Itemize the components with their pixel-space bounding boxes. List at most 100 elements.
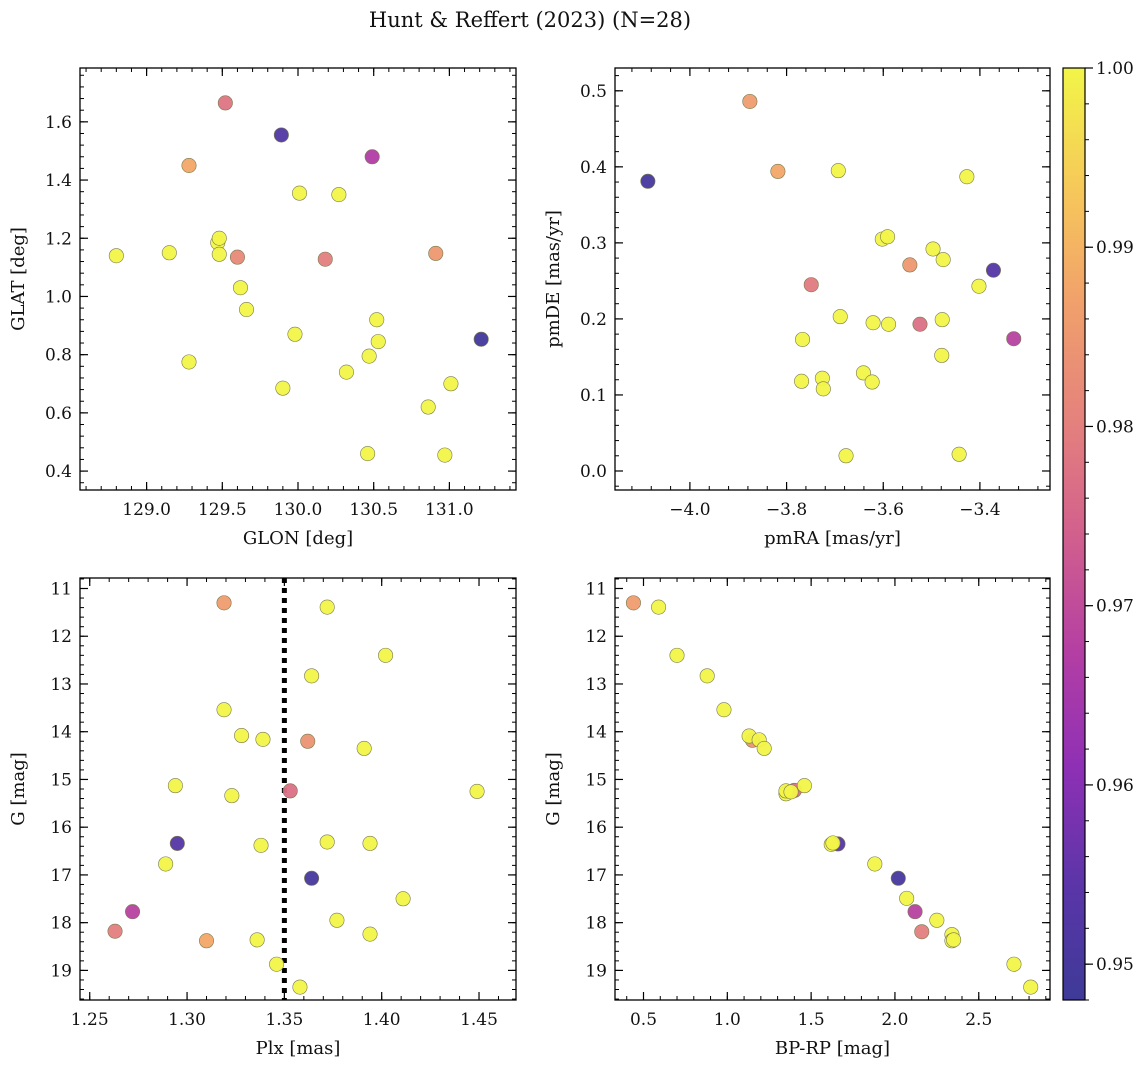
x-tick-label: 1.30 xyxy=(168,1010,206,1030)
data-point xyxy=(902,257,918,273)
x-tick-label: −4.0 xyxy=(669,500,710,520)
plot-frame xyxy=(614,577,1051,1001)
y-axis-label: G [mag] xyxy=(8,752,29,825)
x-tick-label: 131.0 xyxy=(425,500,474,520)
y-axis-label: G [mag] xyxy=(543,752,564,825)
panel-bprp-g: 0.5 1.0 1.5 2.0 2.5 11 12 13 14 15 16 17 18 19 BP-RP [… xyxy=(543,577,1051,1059)
data-point xyxy=(794,373,810,389)
data-point xyxy=(232,280,248,296)
y-tick-label: 0.1 xyxy=(580,386,607,406)
data-point xyxy=(830,163,846,179)
data-point xyxy=(282,783,298,799)
data-point xyxy=(364,149,380,165)
data-point xyxy=(880,229,896,245)
data-point xyxy=(640,173,656,189)
data-point xyxy=(985,262,1001,278)
x-tick-label: −3.8 xyxy=(766,500,807,520)
data-point xyxy=(292,185,308,201)
data-point xyxy=(864,374,880,390)
data-point xyxy=(1006,331,1022,347)
data-point xyxy=(815,381,831,397)
y-tick-label: 12 xyxy=(50,627,72,647)
data-point xyxy=(867,856,883,872)
data-point xyxy=(329,912,345,928)
data-point xyxy=(108,248,124,264)
data-point xyxy=(929,912,945,928)
data-point xyxy=(356,740,372,756)
y-tick-label: 16 xyxy=(50,818,72,838)
y-tick-label: 1.4 xyxy=(45,171,72,191)
y-tick-label: 19 xyxy=(50,961,72,981)
y-tick-label: 0.3 xyxy=(580,234,607,254)
data-point xyxy=(369,312,385,328)
data-point xyxy=(935,252,951,268)
data-point xyxy=(825,835,841,851)
y-tick-label: 17 xyxy=(50,866,72,886)
data-point xyxy=(395,891,411,907)
data-point xyxy=(899,890,915,906)
y-tick-label: 0.4 xyxy=(580,158,607,178)
data-point xyxy=(167,778,183,794)
data-point xyxy=(1006,956,1022,972)
data-point xyxy=(107,923,123,939)
data-point xyxy=(255,731,271,747)
x-tick-label: 1.25 xyxy=(71,1010,109,1030)
y-tick-label: 11 xyxy=(585,580,607,600)
data-point xyxy=(971,278,987,294)
data-point xyxy=(275,380,291,396)
data-point xyxy=(855,365,871,381)
data-point xyxy=(756,740,772,756)
data-point xyxy=(216,702,232,718)
x-tick-label: 2.0 xyxy=(881,1010,908,1030)
y-tick-label: 14 xyxy=(585,723,607,743)
y-tick-label: 0.2 xyxy=(580,310,607,330)
data-point xyxy=(951,446,967,462)
x-axis-label: Plx [mas] xyxy=(256,1038,341,1059)
x-axis-label: GLON [deg] xyxy=(243,528,353,549)
y-tick-label: 0.8 xyxy=(45,346,72,366)
figure-title: Hunt & Reffert (2023) (N=28) xyxy=(369,8,691,32)
data-point xyxy=(742,93,758,109)
data-point xyxy=(625,595,641,611)
x-tick-label: 2.5 xyxy=(965,1010,992,1030)
data-point xyxy=(770,163,786,179)
data-point xyxy=(216,595,232,611)
data-point xyxy=(317,251,333,267)
data-point xyxy=(269,956,285,972)
data-point xyxy=(300,733,316,749)
data-point xyxy=(832,309,848,325)
data-point xyxy=(925,241,941,257)
plot-frame xyxy=(614,67,1051,491)
x-axis-label: pmRA [mas/yr] xyxy=(764,528,901,549)
data-point xyxy=(946,932,962,948)
data-point xyxy=(803,277,819,293)
data-point xyxy=(319,834,335,850)
data-point xyxy=(161,245,177,261)
data-point xyxy=(443,376,459,392)
y-tick-label: 13 xyxy=(585,675,607,695)
x-tick-label: 1.40 xyxy=(363,1010,401,1030)
data-point xyxy=(361,348,377,364)
data-point xyxy=(370,334,386,350)
data-point xyxy=(838,448,854,464)
colorbar-tick-label: 0.97 xyxy=(1096,597,1134,617)
data-point xyxy=(362,835,378,851)
colorbar-tick-label: 0.95 xyxy=(1096,955,1134,975)
y-tick-label: 0.5 xyxy=(580,82,607,102)
y-tick-label: 19 xyxy=(585,961,607,981)
data-point xyxy=(304,668,320,684)
data-point xyxy=(362,926,378,942)
data-point xyxy=(378,647,394,663)
y-tick-label: 15 xyxy=(585,770,607,790)
y-tick-label: 11 xyxy=(50,580,72,600)
x-tick-label: 1.0 xyxy=(714,1010,741,1030)
y-tick-label: 15 xyxy=(50,770,72,790)
y-tick-label: 1.2 xyxy=(45,229,72,249)
colorbar-tick-label: 0.98 xyxy=(1096,417,1134,437)
data-point xyxy=(273,127,289,143)
data-point xyxy=(239,302,255,318)
y-tick-label: 18 xyxy=(585,914,607,934)
data-point xyxy=(783,784,799,800)
x-tick-label: −3.4 xyxy=(959,500,1000,520)
